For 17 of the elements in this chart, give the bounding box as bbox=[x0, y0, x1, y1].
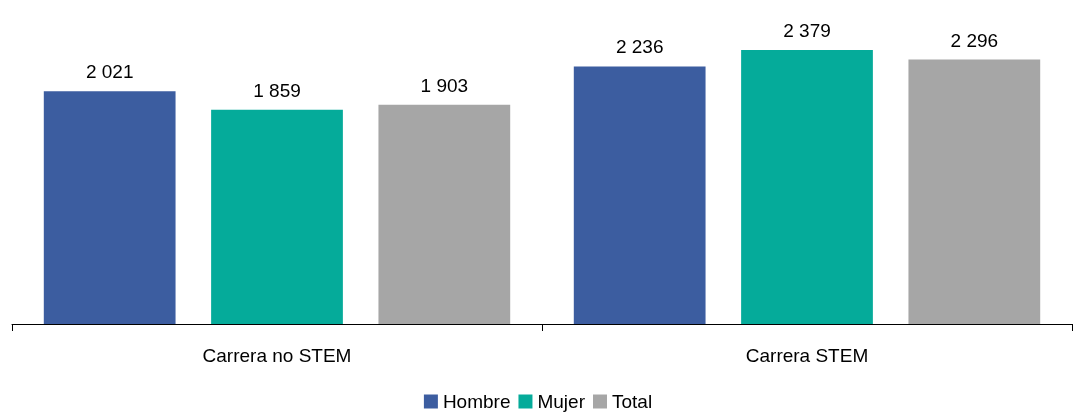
data-label: 2 021 bbox=[85, 61, 134, 83]
bar bbox=[43, 91, 176, 324]
bar bbox=[211, 109, 343, 324]
x-tick-label: Carrera no STEM bbox=[202, 345, 352, 366]
legend-label: Mujer bbox=[537, 391, 586, 412]
legend-label: Hombre bbox=[442, 391, 511, 412]
data-label: 1 903 bbox=[420, 74, 469, 96]
x-tick-label: Carrera STEM bbox=[745, 345, 869, 366]
data-label: 2 296 bbox=[950, 29, 999, 51]
legend-label: Total bbox=[611, 391, 653, 412]
data-label: 1 859 bbox=[253, 79, 301, 101]
data-label: 2 236 bbox=[615, 36, 664, 58]
bar bbox=[908, 59, 1041, 324]
bar bbox=[741, 49, 873, 324]
bar bbox=[378, 104, 511, 324]
bar bbox=[573, 66, 706, 324]
data-label: 2 379 bbox=[783, 19, 831, 41]
